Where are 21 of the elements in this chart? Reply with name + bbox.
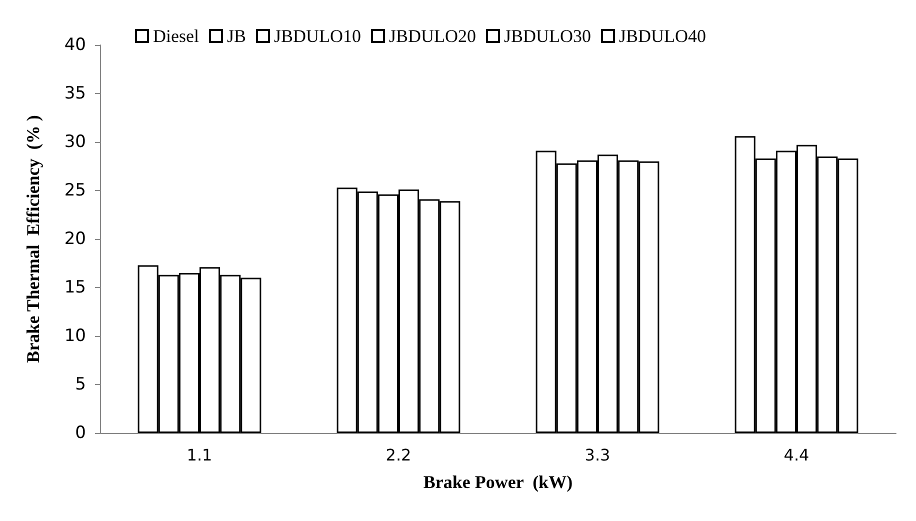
y-tick-label: 15 xyxy=(64,278,86,298)
legend-label: JBDULO30 xyxy=(504,26,592,46)
y-axis-title: Brake Thermal Efficiency (% ) xyxy=(23,115,43,363)
legend-label: JBDULO10 xyxy=(274,26,362,46)
legend-label: JBDULO20 xyxy=(389,26,476,46)
y-tick-label: 40 xyxy=(64,35,86,55)
y-tick-label: 35 xyxy=(64,84,86,104)
y-tick-label: 30 xyxy=(64,132,86,152)
legend-label: JBDULO40 xyxy=(619,26,706,46)
y-tick-label: 20 xyxy=(64,229,86,249)
x-axis-title: Brake Power (kW) xyxy=(423,472,573,492)
x-tick-label: 3.3 xyxy=(584,446,610,464)
x-tick-label: 2.2 xyxy=(386,446,412,464)
x-tick-label: 4.4 xyxy=(784,446,810,464)
x-tick-label: 1.1 xyxy=(186,446,212,464)
y-tick-label: 25 xyxy=(64,180,86,200)
y-tick-label: 5 xyxy=(75,374,86,394)
y-tick-label: 10 xyxy=(64,326,86,346)
legend-label: Diesel xyxy=(153,26,199,46)
legend-label: JB xyxy=(226,26,246,46)
y-tick-label: 0 xyxy=(75,423,86,443)
